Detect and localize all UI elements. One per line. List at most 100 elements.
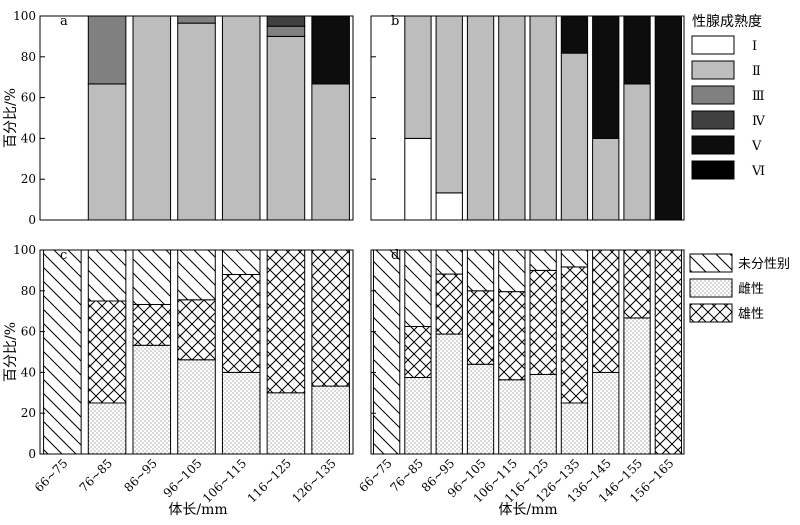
legend-swatch — [691, 135, 735, 155]
bar-segment — [498, 379, 526, 455]
legend-label: 未分性别 — [738, 257, 790, 272]
bar-segment — [132, 344, 172, 455]
bar-segment — [435, 333, 463, 455]
bar-segment — [266, 249, 306, 394]
bar-segment — [560, 249, 589, 268]
bar-segment — [87, 83, 127, 221]
x-tick-label: 96~105 — [161, 456, 205, 500]
bar-segment — [592, 371, 620, 455]
legend-label: Ⅲ — [752, 89, 765, 104]
bar-segment — [87, 15, 127, 85]
bar-segment — [592, 137, 620, 221]
panel-d: d66~7576~8586~9596~105106~115116~125126~… — [356, 248, 685, 506]
bar-segment — [560, 402, 589, 455]
bar-segment — [529, 373, 557, 455]
bar-segment — [266, 15, 306, 27]
x-tick-label: 66~75 — [32, 456, 71, 495]
bar-segment — [529, 249, 557, 271]
bar-segment — [132, 249, 172, 305]
y-tick-label: 80 — [21, 284, 36, 298]
bar-segment — [43, 249, 82, 455]
bar-segment — [266, 392, 306, 455]
legend-swatch — [691, 60, 735, 80]
bar-segment — [404, 249, 432, 327]
bar-segment — [435, 192, 463, 221]
bar-segment — [529, 269, 557, 375]
bar-segment — [466, 249, 495, 292]
bar-segment — [623, 317, 651, 455]
y-tick-label: 0 — [28, 447, 36, 461]
x-tick-label: 126~135 — [289, 456, 338, 505]
bar-segment — [311, 249, 350, 387]
bar-segment — [435, 273, 463, 335]
bar-segment — [177, 15, 216, 24]
bar-segment — [87, 249, 127, 302]
y-tick-label: 60 — [21, 91, 36, 105]
bar-segment — [87, 300, 127, 404]
legend-swatch — [691, 160, 735, 180]
bar-segment — [623, 83, 651, 221]
legend-label: Ⅰ — [752, 39, 757, 54]
bar-segment — [498, 249, 526, 293]
bar-segment — [560, 266, 589, 404]
bar-segment — [311, 15, 350, 85]
bar-segment — [592, 249, 620, 373]
bar-segment — [221, 15, 261, 221]
bar-segment — [266, 35, 306, 221]
legend-label: Ⅴ — [751, 139, 762, 154]
legend-label: Ⅱ — [752, 64, 761, 79]
legend-label: 雄性 — [738, 307, 764, 322]
bar-segment — [560, 52, 589, 221]
panel-a: 0 20 40 60 80 100 a — [13, 9, 354, 227]
bar-segment — [404, 326, 432, 378]
legend-label: 雌性 — [738, 281, 764, 297]
legend-swatch — [689, 303, 733, 323]
xlabel-left: 体长/mm — [168, 502, 227, 518]
bar-segment — [435, 249, 463, 275]
bar-segment — [435, 15, 463, 194]
x-tick-label: 76~85 — [387, 456, 426, 495]
y-tick-label: 20 — [21, 172, 36, 186]
bar-segment — [654, 249, 682, 455]
y-tick-label: 100 — [13, 243, 36, 257]
bar-segment — [560, 15, 589, 54]
y-tick-label: 0 — [28, 213, 36, 227]
x-tick-label: 86~95 — [121, 456, 160, 495]
bar-segment — [404, 137, 432, 221]
y-tick-label: 100 — [13, 9, 36, 23]
panel-letter: b — [391, 14, 399, 29]
bar-segment — [311, 385, 350, 455]
bar-segment — [529, 15, 557, 221]
x-tick-label: 76~85 — [77, 456, 116, 495]
bar-segment — [221, 249, 261, 275]
bar-segment — [177, 299, 216, 361]
legend-swatch — [689, 253, 733, 273]
xlabel-right: 体长/mm — [498, 502, 557, 518]
ylabel-bottom: 百分比/% — [3, 322, 19, 382]
bar-segment — [266, 25, 306, 37]
plot-frame — [370, 249, 685, 455]
bar-segment — [498, 291, 526, 381]
y-tick-label: 40 — [21, 365, 36, 379]
bar-segment — [466, 15, 495, 221]
plot-frame — [370, 15, 685, 221]
panel-letter: c — [60, 248, 67, 263]
legend-swatch — [691, 110, 735, 130]
bar-segment — [466, 363, 495, 455]
y-tick-label: 40 — [21, 131, 36, 145]
panel-b: b — [370, 14, 685, 221]
plot-frame — [39, 15, 354, 221]
bar-segment — [177, 22, 216, 221]
bar-segment — [373, 249, 401, 455]
panel-letter: d — [391, 248, 399, 263]
bar-segment — [498, 15, 526, 221]
bar-segment — [221, 371, 261, 455]
bar-segment — [404, 15, 432, 139]
bar-segment — [87, 402, 127, 455]
x-tick-label: 66~75 — [356, 456, 395, 495]
y-tick-label: 60 — [21, 325, 36, 339]
bar-segment — [177, 359, 216, 455]
legend-label: Ⅳ — [752, 114, 766, 129]
panel-c: 0 20 40 60 80 100 c 66~75 76~85 86~95 96~105106~11… — [13, 243, 354, 506]
